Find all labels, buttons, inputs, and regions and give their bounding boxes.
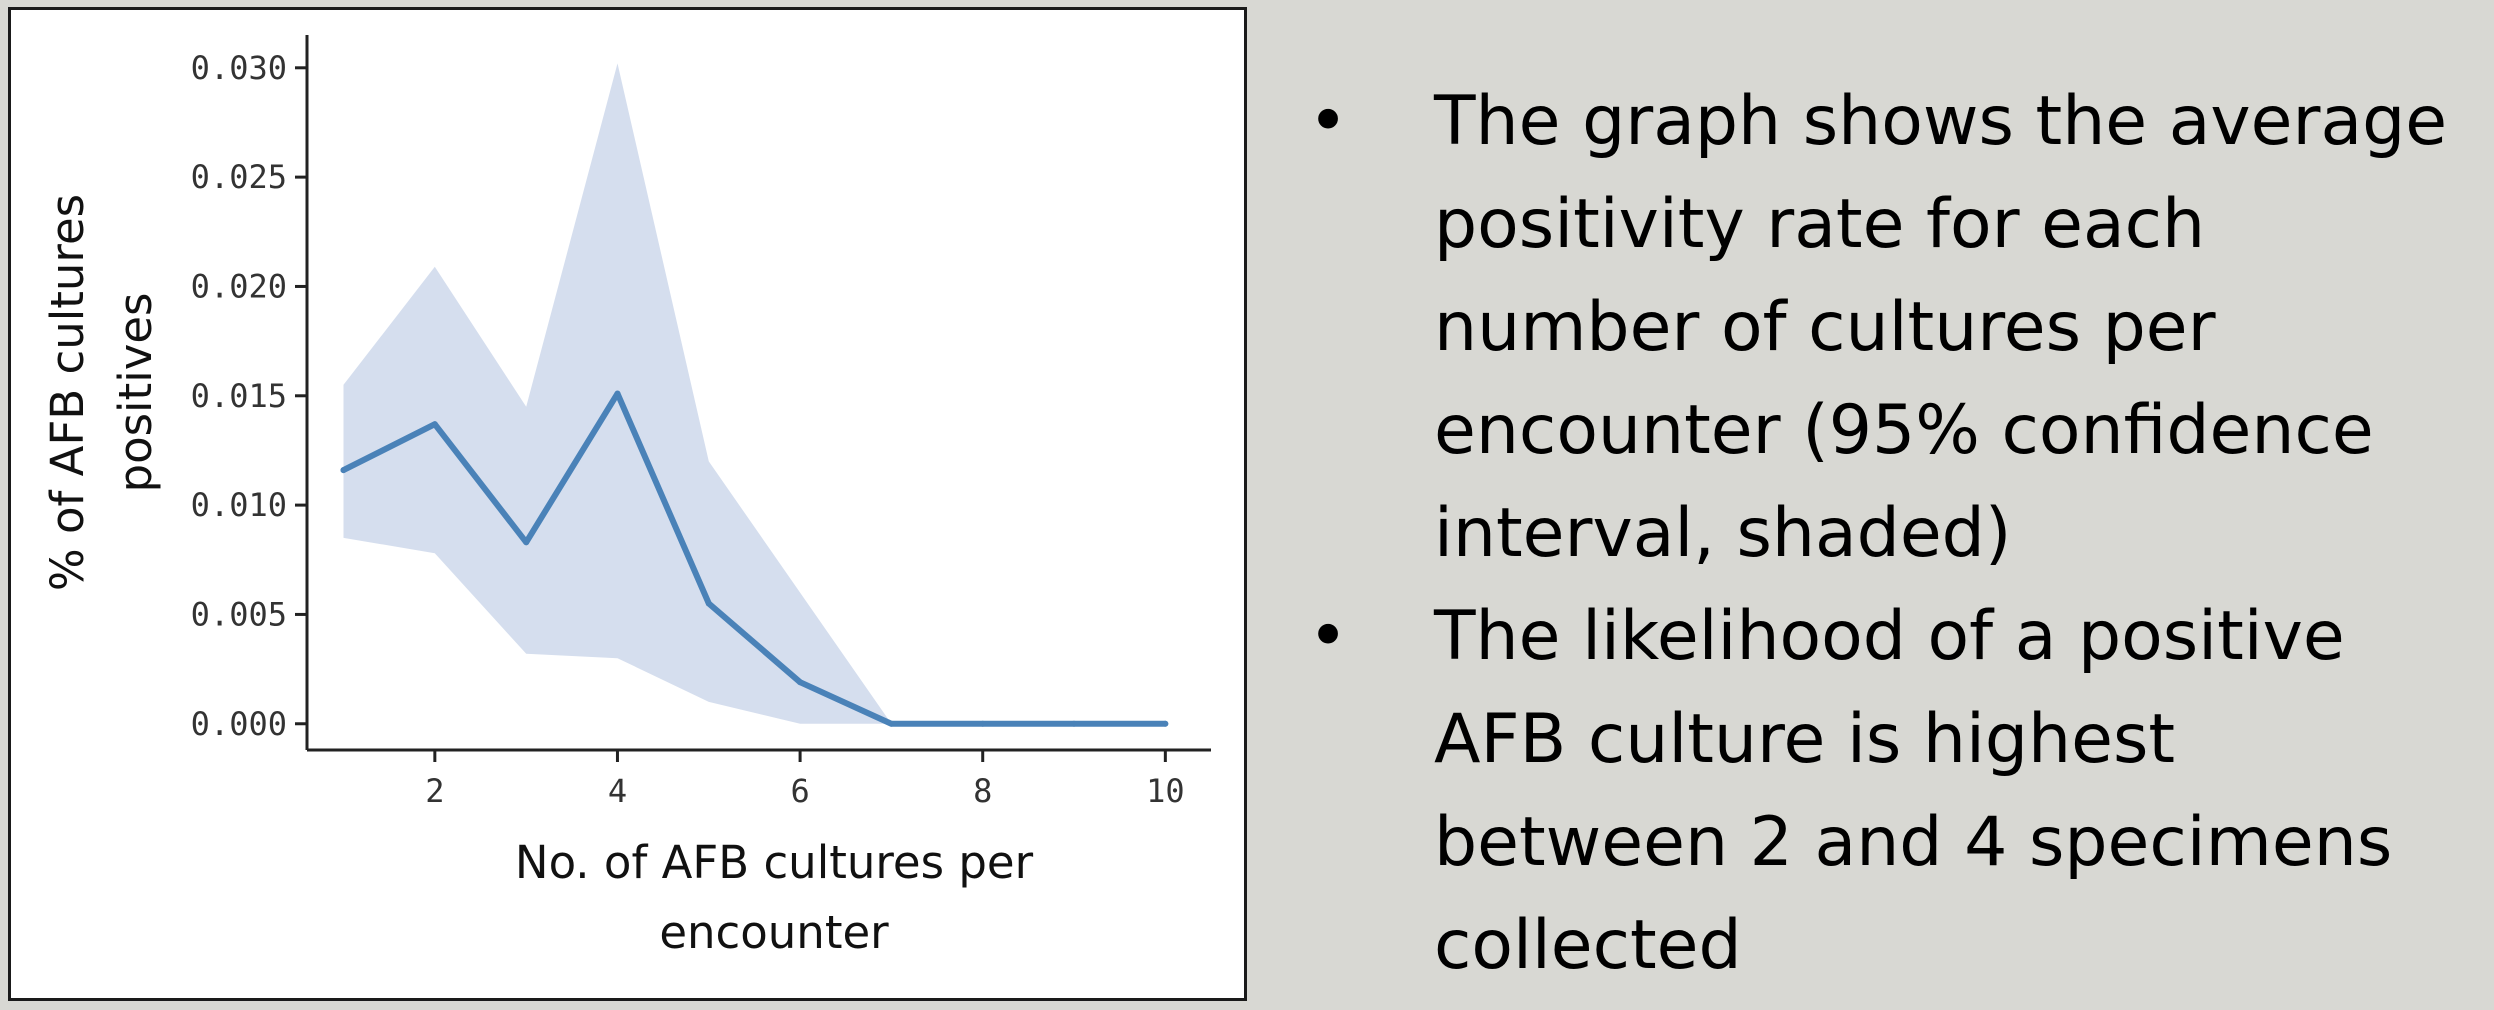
- y-axis-title: % of AFB cultures: [41, 194, 94, 591]
- data-point: [340, 467, 347, 474]
- bullet-marker: •: [1308, 597, 1349, 676]
- y-tick-label: 0.015: [191, 377, 287, 415]
- x-tick-label: 2: [425, 772, 444, 810]
- y-axis-title: positives: [109, 293, 162, 493]
- bullet-item-2: • The likelihood of a positive AFB cultu…: [1300, 585, 2480, 997]
- data-point: [797, 679, 804, 686]
- mean-line: [340, 390, 1169, 727]
- x-axis-title: No. of AFB cultures per: [515, 836, 1034, 889]
- bullet-item-1: • The graph shows the average positivity…: [1300, 70, 2480, 585]
- chart-svg: 0.000 0.005 0.010 0.015 0.020 0.025 0.030 2 4 6 8 1…: [41, 35, 1211, 959]
- data-point: [705, 600, 712, 607]
- data-point: [523, 539, 530, 546]
- data-point: [431, 421, 438, 428]
- bullet-text: The graph shows the average positivity r…: [1434, 82, 2448, 573]
- bullet-list: • The graph shows the average positivity…: [1300, 70, 2480, 997]
- x-tick-label: 6: [790, 772, 809, 810]
- data-point: [979, 720, 986, 727]
- y-tick-label: 0.030: [191, 49, 287, 87]
- x-axis-title: encounter: [659, 906, 889, 959]
- bullet-text: The likelihood of a positive AFB culture…: [1434, 597, 2393, 985]
- confidence-band: [343, 63, 1166, 724]
- y-tick-label: 0.000: [191, 705, 287, 743]
- data-point: [1162, 720, 1169, 727]
- x-tick-label: 4: [608, 772, 627, 810]
- x-tick-label: 8: [973, 772, 992, 810]
- data-point: [888, 720, 895, 727]
- y-tick-label: 0.005: [191, 595, 287, 633]
- y-tick-label: 0.025: [191, 158, 287, 196]
- y-tick-label: 0.010: [191, 486, 287, 524]
- bullet-marker: •: [1308, 82, 1349, 161]
- y-tick-label: 0.020: [191, 267, 287, 305]
- x-tick-label: 10: [1146, 772, 1185, 810]
- data-point: [1071, 720, 1077, 727]
- chart-panel: 0.000 0.005 0.010 0.015 0.020 0.025 0.030 2 4 6 8 1…: [8, 7, 1247, 1001]
- data-point: [614, 390, 621, 397]
